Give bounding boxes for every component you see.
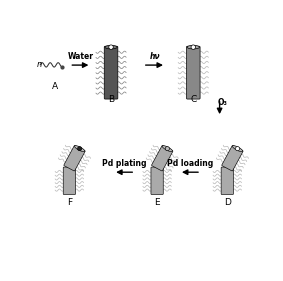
Text: D: D (224, 198, 231, 207)
Text: hν: hν (150, 52, 160, 61)
FancyBboxPatch shape (104, 46, 118, 99)
FancyBboxPatch shape (152, 146, 173, 171)
FancyBboxPatch shape (151, 167, 163, 194)
Circle shape (109, 45, 113, 49)
Text: C: C (190, 95, 196, 104)
Text: O₃: O₃ (218, 98, 228, 107)
Ellipse shape (74, 146, 85, 152)
Ellipse shape (105, 46, 117, 49)
FancyBboxPatch shape (222, 146, 243, 171)
Text: n: n (37, 60, 42, 69)
Text: Water: Water (67, 52, 93, 61)
Circle shape (165, 147, 170, 151)
Circle shape (78, 147, 82, 151)
Text: E: E (154, 198, 160, 207)
FancyBboxPatch shape (186, 46, 200, 99)
Text: A: A (52, 82, 58, 91)
Text: Pd loading: Pd loading (167, 159, 213, 168)
Ellipse shape (232, 146, 243, 152)
Text: B: B (108, 95, 114, 104)
Text: F: F (67, 198, 72, 207)
Ellipse shape (162, 146, 173, 152)
Text: Pd plating: Pd plating (102, 159, 146, 168)
FancyBboxPatch shape (221, 167, 233, 194)
FancyBboxPatch shape (64, 146, 85, 171)
Ellipse shape (187, 46, 200, 49)
Circle shape (191, 45, 196, 49)
Circle shape (235, 147, 240, 151)
FancyBboxPatch shape (63, 167, 76, 194)
